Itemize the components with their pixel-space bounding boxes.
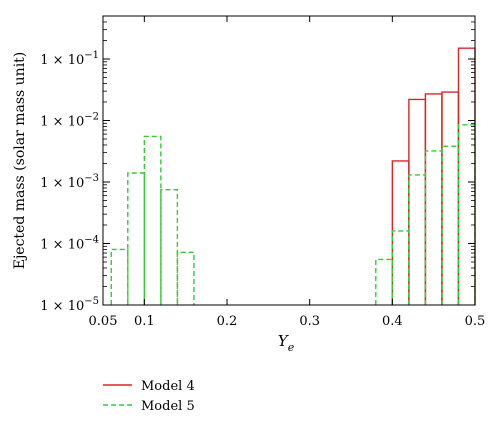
histogram-bin bbox=[424, 93, 443, 305]
histogram-bin bbox=[424, 150, 443, 305]
histogram-bin bbox=[127, 172, 146, 305]
plot-frame bbox=[102, 15, 476, 306]
axis-labels: 0.05 0.1 0.2 0.3 0.4 0.5 1 × 10−5 1 × 10−4 1 × 1… bbox=[40, 50, 485, 329]
series-model-4 bbox=[391, 47, 476, 305]
x-tick-label: 0.3 bbox=[299, 314, 320, 329]
histogram-bin bbox=[143, 135, 162, 305]
y-tick-label: 1 × 10−1 bbox=[40, 50, 99, 68]
x-tick-label: 0.5 bbox=[465, 314, 486, 329]
x-tick-label: 0.1 bbox=[134, 314, 155, 329]
x-tick-label: 0.4 bbox=[382, 314, 403, 329]
histogram-bin bbox=[457, 124, 476, 305]
histogram-bin bbox=[160, 188, 179, 305]
histogram-bin bbox=[408, 174, 427, 305]
histogram-bin bbox=[441, 91, 460, 305]
histogram-bin bbox=[375, 258, 394, 305]
series-model-5 bbox=[110, 124, 476, 305]
x-axis-title: Ye bbox=[278, 332, 295, 354]
x-tick-label: 0.05 bbox=[89, 314, 118, 329]
histogram-bin bbox=[391, 160, 410, 305]
x-tick-label: 0.2 bbox=[217, 314, 238, 329]
axis-ticks bbox=[102, 15, 476, 306]
y-tick-label: 1 × 10−2 bbox=[40, 111, 99, 129]
legend: Model 4 Model 5 bbox=[103, 379, 195, 414]
y-tick-label: 1 × 10−5 bbox=[40, 296, 99, 314]
histogram-bin bbox=[391, 230, 410, 305]
histogram-bin bbox=[408, 98, 427, 305]
plot-area bbox=[110, 47, 476, 305]
legend-label: Model 5 bbox=[141, 399, 195, 414]
histogram-bin bbox=[110, 248, 129, 305]
histogram-bin bbox=[176, 251, 195, 305]
histogram-bin bbox=[441, 145, 460, 305]
y-tick-label: 1 × 10−3 bbox=[40, 173, 99, 191]
histogram-bin bbox=[457, 47, 476, 305]
y-tick-label: 1 × 10−4 bbox=[40, 234, 99, 252]
legend-label: Model 4 bbox=[141, 379, 195, 394]
y-axis-title: Ejected mass (solar mass unit) bbox=[12, 52, 28, 270]
